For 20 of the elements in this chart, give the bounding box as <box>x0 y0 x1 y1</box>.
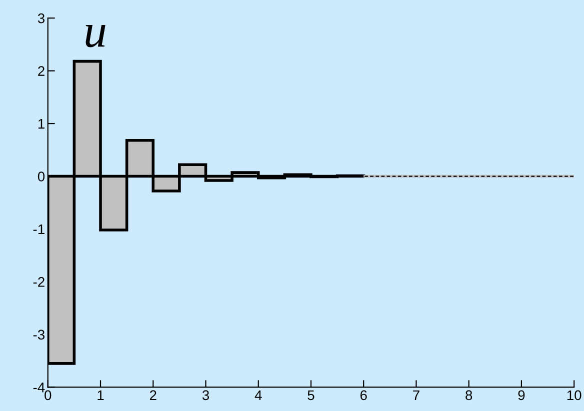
x-tick-label: 1 <box>98 390 104 400</box>
x-tick-label: 2 <box>150 390 156 400</box>
y-tick-label: -4 <box>33 382 45 392</box>
y-tick-label: -3 <box>33 330 44 340</box>
x-tick-label: 7 <box>413 390 420 400</box>
x-tick-label: 4 <box>254 390 262 400</box>
y-tick-label: -1 <box>33 224 44 234</box>
y-tick-label: 0 <box>38 172 45 182</box>
x-tick-label: 9 <box>518 390 525 400</box>
chart-title: u <box>86 24 106 48</box>
x-tick-label: 8 <box>466 390 472 400</box>
x-tick-label: 0 <box>44 390 52 400</box>
y-tick-label: 2 <box>38 66 44 76</box>
x-tick-label: 10 <box>567 390 582 400</box>
y-tick-label: -2 <box>33 277 44 287</box>
y-tick-label: 1 <box>38 119 44 129</box>
x-tick-label: 5 <box>308 390 314 400</box>
x-tick-label: 3 <box>202 390 209 400</box>
x-tick-label: 6 <box>360 390 367 400</box>
y-tick-label: 3 <box>38 13 44 24</box>
